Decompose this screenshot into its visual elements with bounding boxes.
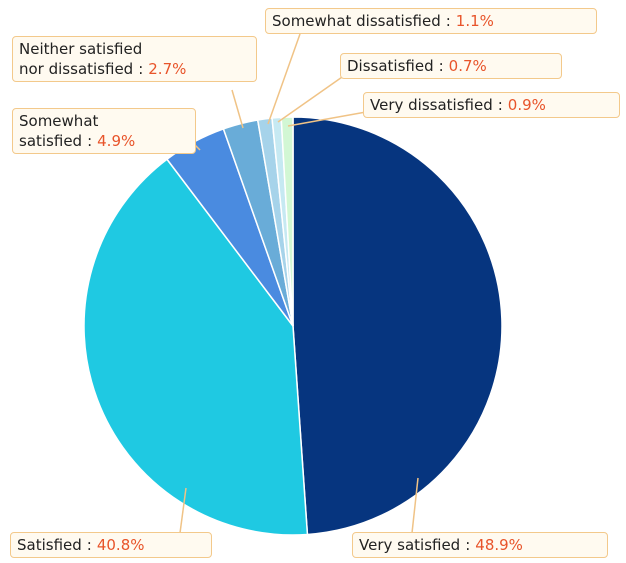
- pie: [83, 116, 503, 536]
- leader-line: [411, 477, 419, 534]
- category-name: Dissatisfied: [347, 57, 434, 75]
- slice-label: Neither satisfied nor dissatisfied:2.7%: [12, 36, 257, 82]
- slice-label: Satisfied:40.8%: [10, 532, 212, 558]
- pie-slice: [292, 116, 503, 536]
- value-label: 4.9%: [97, 132, 136, 150]
- leader-line: [231, 89, 244, 129]
- value-label: 0.7%: [448, 57, 487, 75]
- slice-label: Very dissatisfied:0.9%: [363, 92, 620, 118]
- category-name: Very dissatisfied: [370, 96, 493, 114]
- value-label: 48.9%: [475, 536, 523, 554]
- value-label: 1.1%: [455, 12, 494, 30]
- leader-lines: [179, 33, 419, 534]
- separator: :: [438, 57, 444, 75]
- category-name: Very satisfied: [359, 536, 461, 554]
- value-label: 40.8%: [96, 536, 145, 554]
- slice-label: Very satisfied:48.9%: [352, 532, 608, 558]
- pie-slice: [83, 158, 309, 536]
- category-name: Neither satisfied nor dissatisfied: [19, 40, 143, 78]
- separator: :: [87, 132, 93, 150]
- leader-line: [277, 74, 346, 123]
- leader-line: [287, 111, 367, 127]
- separator: :: [465, 536, 471, 554]
- pie-slice: [280, 116, 294, 327]
- separator: :: [497, 96, 503, 114]
- separator: :: [138, 60, 144, 78]
- value-label: 2.7%: [148, 60, 187, 78]
- value-label: 0.9%: [507, 96, 546, 114]
- leader-line: [179, 487, 187, 534]
- slice-label: Somewhat satisfied:4.9%: [12, 108, 196, 154]
- category-name: Somewhat satisfied: [19, 112, 99, 150]
- slice-label: Dissatisfied:0.7%: [340, 53, 562, 79]
- separator: :: [445, 12, 451, 30]
- category-name: Satisfied: [17, 536, 82, 554]
- leader-line: [267, 33, 301, 125]
- category-name: Somewhat dissatisfied: [272, 12, 441, 30]
- slice-label: Somewhat dissatisfied:1.1%: [265, 8, 597, 34]
- separator: :: [86, 536, 92, 554]
